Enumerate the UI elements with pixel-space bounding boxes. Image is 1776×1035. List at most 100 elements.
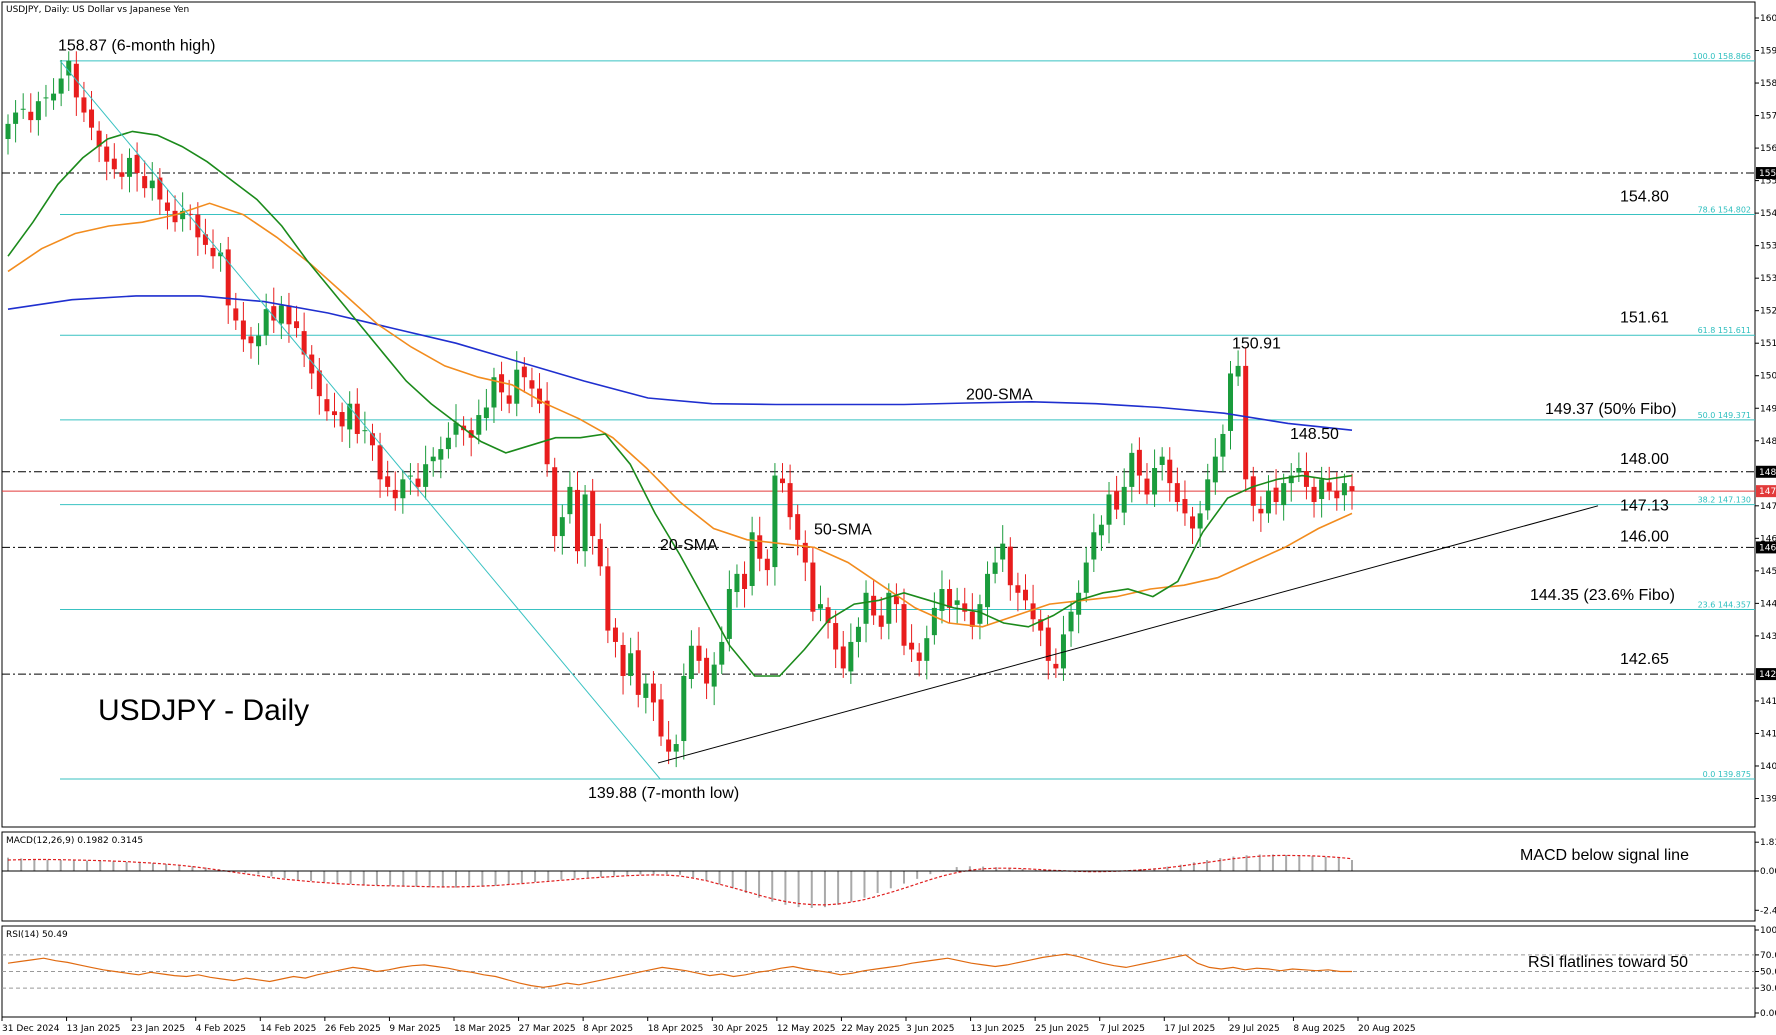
candle-body: [574, 489, 580, 552]
dashed-levels: [2, 172, 1755, 675]
candle-body: [187, 213, 193, 215]
price-tags: 155.900 148.000 147.488 146.000 142.650: [1756, 167, 1776, 681]
candle-body: [848, 641, 854, 672]
candle-body: [400, 479, 406, 499]
ascending-trendline: [657, 505, 1599, 764]
rsi-axis-label: 30.00: [1760, 984, 1776, 994]
candle-body: [901, 604, 907, 646]
price-tag-box: [1756, 668, 1776, 681]
candle-body: [817, 604, 823, 609]
candle-body: [863, 592, 869, 624]
candle-body: [567, 486, 573, 515]
candle-body: [385, 476, 391, 487]
price-tag-box: [1756, 541, 1776, 554]
candle-body: [1288, 475, 1294, 484]
candle-body: [1152, 467, 1158, 495]
candle-body: [1235, 365, 1241, 377]
candle-body: [1167, 459, 1173, 484]
price-tag-box: [1756, 485, 1776, 498]
candle-body: [225, 249, 231, 306]
candle-body: [1174, 483, 1180, 503]
candle-body: [278, 305, 284, 324]
candle-body: [559, 517, 565, 537]
candle-body: [248, 336, 254, 344]
candle-body: [597, 539, 603, 567]
candle-body: [909, 642, 915, 650]
macd-panel-frame: [1, 831, 1756, 922]
sma20-line: [7, 130, 1353, 677]
candle-body: [772, 475, 778, 568]
candle-body: [590, 491, 596, 537]
date-axis-label: 8 Aug 2025: [1293, 1024, 1345, 1034]
candle-body: [51, 93, 57, 101]
candle-body: [180, 210, 186, 220]
candle-body: [855, 626, 861, 642]
candle-body: [233, 308, 239, 321]
candle-body: [947, 589, 953, 608]
date-axis-label: 18 Apr 2025: [648, 1024, 704, 1034]
candle-body: [499, 374, 505, 393]
fib-level-label: 38.2 147.130: [1698, 496, 1751, 505]
date-axis-label: 13 Jun 2025: [971, 1024, 1025, 1034]
price-axis-label: 150.540: [1760, 372, 1776, 382]
candle-body: [1106, 494, 1112, 525]
candle-body: [96, 130, 102, 147]
annotation-label: 149.37 (50% Fibo): [1545, 401, 1677, 418]
candle-body: [89, 109, 95, 128]
candle-body: [985, 573, 991, 608]
candle-body: [977, 604, 983, 624]
price-tag-label: 148.000: [1759, 468, 1776, 478]
candle-body: [529, 380, 535, 389]
candle-body: [673, 744, 679, 752]
candle-body: [142, 176, 148, 189]
candle-body: [149, 180, 155, 189]
candle-body: [453, 422, 459, 435]
candle-body: [294, 321, 300, 329]
candle-body: [28, 111, 34, 121]
price-axis-label: 159.140: [1760, 47, 1776, 57]
candle-body: [1129, 452, 1135, 487]
candle-body: [35, 101, 41, 121]
candle-body: [354, 403, 360, 434]
price-axis: 160.000 159.140 158.280 157.420 156.560 155.7…: [1755, 14, 1776, 805]
annotations: 158.87 (6-month high) 154.80 151.61 150.91 1…: [58, 38, 1677, 802]
candle-body: [1265, 490, 1271, 514]
candle-body: [962, 603, 968, 612]
candle-body: [476, 415, 482, 435]
price-axis-label: 139.360: [1760, 795, 1776, 805]
price-axis-label: 140.220: [1760, 762, 1776, 772]
candle-body: [445, 437, 451, 450]
candle-body: [1349, 486, 1355, 492]
candle-body: [742, 573, 748, 590]
candle-body: [939, 589, 945, 611]
date-axis-label: 30 Apr 2025: [712, 1024, 768, 1034]
candle-body: [1220, 433, 1226, 457]
price-axis-label: 153.120: [1760, 274, 1776, 284]
candle-body: [324, 399, 330, 412]
candle-body: [764, 558, 770, 571]
macd-annotation: MACD below signal line: [1520, 847, 1689, 864]
macd-signal-line: [7, 854, 1353, 906]
rsi-annotation: RSI flatlines toward 50: [1528, 954, 1688, 971]
candle-body: [954, 600, 960, 605]
candle-body: [309, 354, 315, 374]
annotation-label: 20-SMA: [660, 537, 718, 554]
candle-body: [1038, 619, 1044, 631]
annotation-label: 147.13: [1620, 498, 1669, 515]
candle-body: [582, 494, 588, 552]
fib-level-label: 61.8 151.611: [1698, 326, 1751, 335]
candle-body: [643, 683, 649, 698]
candle-body: [240, 320, 246, 340]
candle-body: [256, 335, 262, 347]
price-axis-label: 151.400: [1760, 339, 1776, 349]
candle-body: [795, 514, 801, 540]
date-axis-label: 3 Jun 2025: [906, 1024, 954, 1034]
candle-body: [263, 309, 269, 336]
candle-body: [20, 108, 26, 110]
date-axis-label: 20 Aug 2025: [1358, 1024, 1416, 1034]
candle-body: [681, 675, 687, 742]
price-tag-label: 155.900: [1759, 169, 1776, 179]
candle-body: [1053, 663, 1059, 669]
candle-body: [210, 247, 216, 257]
